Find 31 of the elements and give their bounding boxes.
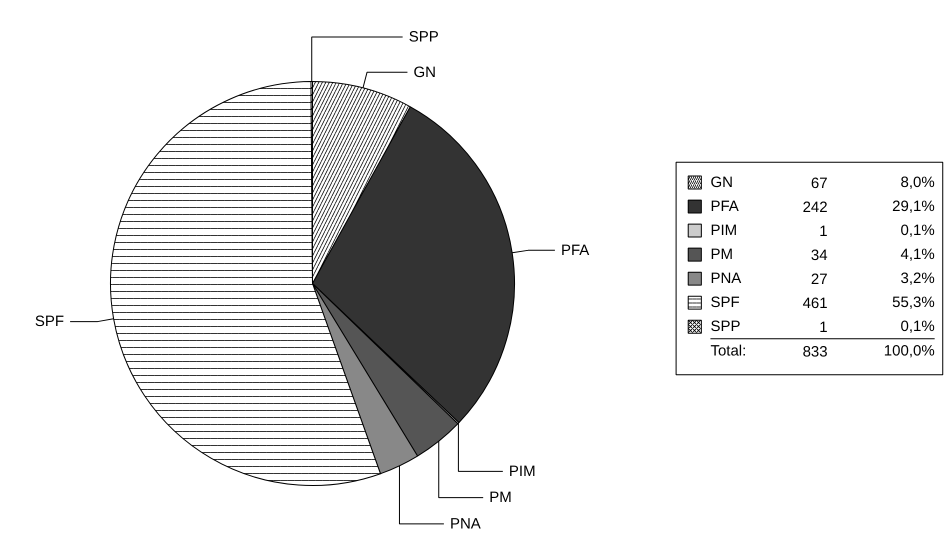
- text: 0,1%: [900, 222, 935, 240]
- text: 29,1%: [892, 198, 935, 216]
- data-label: 67: [810, 175, 828, 192]
- legend-label: PNA: [710, 270, 742, 288]
- text: 833: [802, 343, 828, 360]
- text: 8,0%: [900, 174, 935, 191]
- data-label: 1: [819, 319, 828, 336]
- slice-label: PNA: [450, 515, 481, 532]
- slice-label: PFA: [560, 242, 590, 259]
- legend-label: PFA: [710, 198, 739, 216]
- slice-label: SPF: [34, 313, 64, 330]
- slice-label: SPP: [408, 28, 439, 46]
- data-label: 1: [819, 223, 828, 240]
- text: 3,2%: [900, 270, 935, 288]
- legend-label: SPF: [710, 294, 740, 312]
- slice-label: GN: [414, 64, 436, 81]
- slice-label: PM: [489, 489, 512, 506]
- legend-label: GN: [710, 174, 733, 191]
- data-label: 461: [802, 295, 828, 312]
- legend-label: PM: [710, 246, 733, 264]
- text: 0,1%: [900, 318, 935, 336]
- text: 100,0%: [884, 342, 935, 360]
- data-label: 34: [810, 247, 828, 264]
- legend-label: SPP: [710, 318, 740, 336]
- slice-label: PIM: [508, 462, 536, 480]
- text: Total:: [710, 342, 746, 360]
- data-label: 27: [810, 271, 828, 288]
- text: 55,3%: [892, 294, 935, 312]
- text: 4,1%: [900, 246, 935, 264]
- data-label: 242: [802, 199, 828, 216]
- legend-label: PIM: [710, 222, 738, 240]
